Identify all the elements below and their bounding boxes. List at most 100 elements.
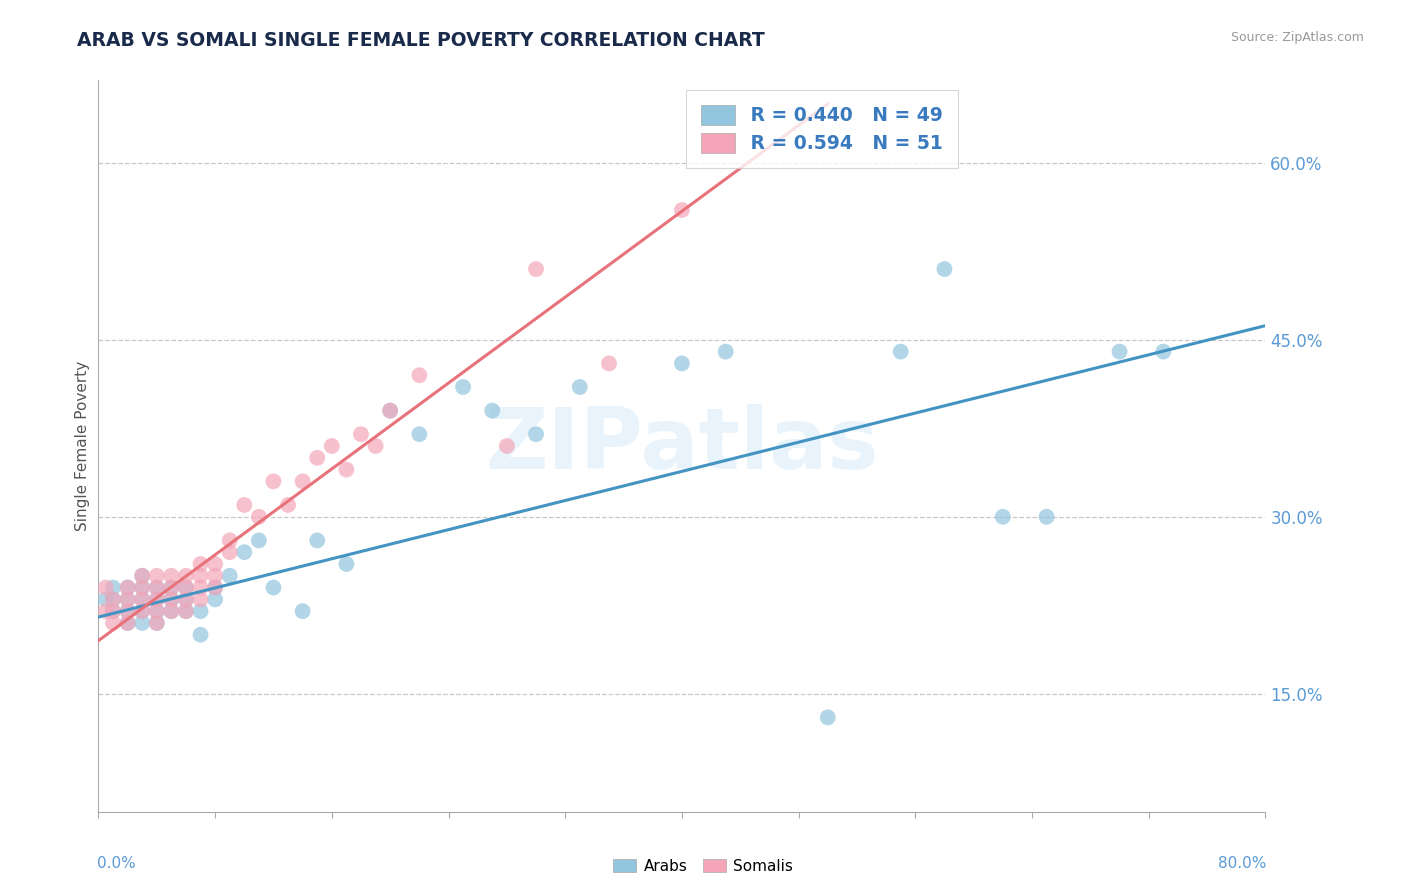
Point bbox=[160, 592, 183, 607]
Point bbox=[190, 628, 212, 642]
Point bbox=[481, 403, 503, 417]
Point bbox=[146, 604, 169, 618]
Point bbox=[146, 615, 169, 630]
Text: 80.0%: 80.0% bbox=[1218, 855, 1267, 871]
Legend:  R = 0.440   N = 49,  R = 0.594   N = 51: R = 0.440 N = 49, R = 0.594 N = 51 bbox=[686, 90, 957, 169]
Point bbox=[204, 581, 226, 595]
Point bbox=[131, 581, 153, 595]
Point bbox=[247, 509, 270, 524]
Text: ARAB VS SOMALI SINGLE FEMALE POVERTY CORRELATION CHART: ARAB VS SOMALI SINGLE FEMALE POVERTY COR… bbox=[77, 31, 765, 50]
Point bbox=[991, 509, 1014, 524]
Point bbox=[218, 533, 240, 548]
Point bbox=[160, 592, 183, 607]
Point bbox=[117, 604, 139, 618]
Point bbox=[101, 592, 124, 607]
Text: ZIPatlas: ZIPatlas bbox=[485, 404, 879, 488]
Point bbox=[146, 615, 169, 630]
Point bbox=[277, 498, 299, 512]
Point bbox=[247, 533, 270, 548]
Point bbox=[190, 604, 212, 618]
Point bbox=[146, 581, 169, 595]
Point bbox=[131, 604, 153, 618]
Point bbox=[94, 604, 117, 618]
Point bbox=[335, 462, 357, 476]
Point bbox=[524, 262, 547, 277]
Point bbox=[817, 710, 839, 724]
Point bbox=[262, 475, 284, 489]
Point bbox=[117, 615, 139, 630]
Point bbox=[190, 581, 212, 595]
Point bbox=[934, 262, 956, 277]
Point bbox=[117, 615, 139, 630]
Point bbox=[1108, 344, 1130, 359]
Point bbox=[1152, 344, 1174, 359]
Point bbox=[321, 439, 343, 453]
Point bbox=[496, 439, 519, 453]
Point bbox=[524, 427, 547, 442]
Point bbox=[117, 592, 139, 607]
Point bbox=[160, 581, 183, 595]
Point bbox=[146, 568, 169, 582]
Point bbox=[101, 581, 124, 595]
Point bbox=[307, 450, 329, 465]
Point bbox=[408, 368, 430, 383]
Point bbox=[131, 581, 153, 595]
Point bbox=[364, 439, 387, 453]
Point bbox=[190, 557, 212, 571]
Point bbox=[598, 356, 620, 370]
Point bbox=[117, 581, 139, 595]
Legend: Arabs, Somalis: Arabs, Somalis bbox=[607, 853, 799, 880]
Point bbox=[94, 581, 117, 595]
Point bbox=[101, 592, 124, 607]
Point bbox=[307, 533, 329, 548]
Point bbox=[146, 604, 169, 618]
Point bbox=[291, 475, 314, 489]
Point bbox=[117, 592, 139, 607]
Point bbox=[335, 557, 357, 571]
Point bbox=[174, 568, 197, 582]
Point bbox=[233, 498, 256, 512]
Point bbox=[174, 592, 197, 607]
Point bbox=[101, 615, 124, 630]
Point bbox=[160, 604, 183, 618]
Point bbox=[671, 202, 693, 217]
Point bbox=[671, 356, 693, 370]
Point bbox=[890, 344, 912, 359]
Y-axis label: Single Female Poverty: Single Female Poverty bbox=[75, 361, 90, 531]
Point bbox=[94, 592, 117, 607]
Point bbox=[204, 581, 226, 595]
Text: Source: ZipAtlas.com: Source: ZipAtlas.com bbox=[1230, 31, 1364, 45]
Point bbox=[160, 604, 183, 618]
Point bbox=[146, 592, 169, 607]
Point bbox=[174, 592, 197, 607]
Point bbox=[204, 568, 226, 582]
Point bbox=[408, 427, 430, 442]
Point bbox=[131, 615, 153, 630]
Point bbox=[174, 604, 197, 618]
Point bbox=[131, 568, 153, 582]
Point bbox=[568, 380, 591, 394]
Point bbox=[451, 380, 474, 394]
Point bbox=[101, 604, 124, 618]
Point bbox=[131, 592, 153, 607]
Point bbox=[131, 568, 153, 582]
Point bbox=[190, 568, 212, 582]
Point bbox=[380, 403, 402, 417]
Point bbox=[233, 545, 256, 559]
Point bbox=[262, 581, 284, 595]
Point bbox=[131, 604, 153, 618]
Point bbox=[190, 592, 212, 607]
Point bbox=[174, 581, 197, 595]
Point bbox=[117, 581, 139, 595]
Text: 0.0%: 0.0% bbox=[97, 855, 136, 871]
Point bbox=[146, 592, 169, 607]
Point bbox=[160, 568, 183, 582]
Point bbox=[131, 592, 153, 607]
Point bbox=[174, 604, 197, 618]
Point bbox=[218, 568, 240, 582]
Point bbox=[380, 403, 402, 417]
Point bbox=[101, 604, 124, 618]
Point bbox=[714, 344, 737, 359]
Point bbox=[204, 592, 226, 607]
Point bbox=[350, 427, 373, 442]
